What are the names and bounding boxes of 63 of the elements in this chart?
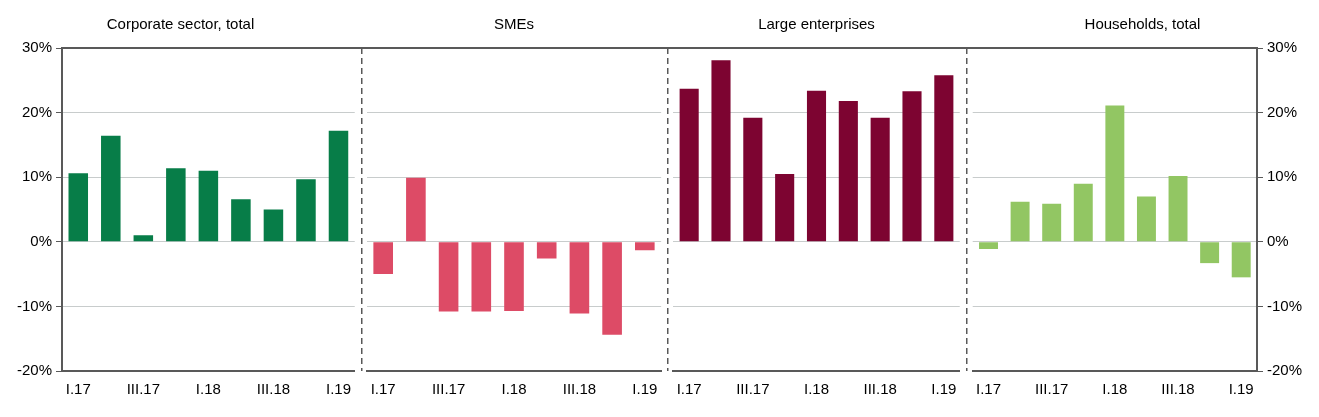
x-tick-label: III.17 — [431, 380, 466, 398]
x-tick-label: III.17 — [736, 380, 770, 398]
bar — [838, 100, 858, 242]
x-tick-label: III.17 — [1035, 380, 1069, 398]
y-tick-label: 10% — [21, 167, 52, 185]
bar — [1168, 175, 1188, 242]
x-tick-label: I.17 — [370, 380, 396, 398]
y2-tick-label: 20% — [1267, 102, 1298, 120]
x-tick-label: I.17 — [676, 380, 702, 398]
bar — [1200, 242, 1220, 264]
bar — [296, 179, 316, 242]
bar — [743, 117, 763, 242]
x-tick-label: III.18 — [863, 380, 897, 398]
y-tick-label: -20% — [16, 361, 52, 379]
bar — [1042, 203, 1062, 242]
chart-title: SMEs — [493, 15, 535, 33]
x-tick-label: I.18 — [195, 380, 221, 398]
y-tick-label: 0% — [30, 231, 52, 249]
chart-title: Households, total — [1084, 15, 1201, 33]
bar — [711, 60, 731, 242]
bar — [1105, 105, 1125, 242]
x-tick-label: I.19 — [931, 380, 957, 398]
bar — [1136, 196, 1156, 242]
y-tick-label: 30% — [21, 38, 52, 56]
x-tick-label: III.17 — [126, 380, 160, 398]
y2-tick-label: 10% — [1267, 167, 1298, 185]
bar — [934, 75, 954, 242]
bar — [979, 242, 998, 249]
y2-tick-label: -20% — [1267, 361, 1303, 379]
x-tick-label: III.18 — [562, 380, 597, 398]
bar — [902, 91, 922, 242]
y-tick-label: 20% — [21, 102, 52, 120]
y2-tick-label: 30% — [1267, 38, 1298, 56]
x-tick-label: I.17 — [975, 380, 1002, 398]
bar — [328, 130, 349, 242]
y-tick-label: -10% — [16, 296, 52, 314]
bar — [133, 235, 154, 242]
chart-title: Corporate sector, total — [106, 15, 255, 33]
bar — [1231, 242, 1251, 278]
y2-tick-label: -10% — [1267, 296, 1303, 314]
x-tick-label: I.17 — [65, 380, 91, 398]
bar — [166, 168, 186, 242]
x-tick-label: I.18 — [803, 380, 830, 398]
x-tick-label: III.18 — [1161, 380, 1195, 398]
bar — [870, 117, 890, 242]
x-tick-label: III.18 — [256, 380, 291, 398]
bar — [68, 173, 89, 242]
x-tick-label: I.18 — [501, 380, 527, 398]
y2-tick-label: 0% — [1267, 231, 1289, 249]
x-tick-label: I.19 — [325, 380, 352, 398]
bar — [1010, 201, 1030, 242]
chart-title: Large enterprises — [758, 15, 875, 33]
bar — [679, 88, 699, 242]
bar — [806, 90, 827, 242]
x-tick-label: I.19 — [632, 380, 658, 398]
x-tick-label: I.19 — [1228, 380, 1254, 398]
x-tick-label: I.18 — [1102, 380, 1128, 398]
bar — [231, 199, 251, 242]
bar — [101, 135, 121, 242]
bar — [1073, 183, 1093, 242]
bar — [775, 173, 795, 242]
bar — [263, 209, 284, 242]
bar — [198, 170, 219, 242]
